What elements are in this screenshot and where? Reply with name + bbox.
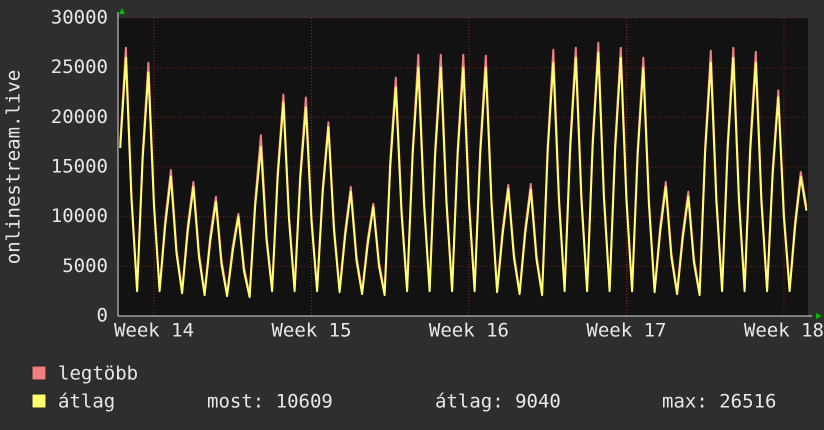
x-tick-label: Week 16 — [429, 320, 509, 342]
legend-swatch — [31, 393, 47, 409]
y-tick-label: 20000 — [51, 106, 108, 128]
y-tick-label: 15000 — [51, 156, 108, 178]
x-tick-label: Week 14 — [114, 320, 194, 342]
legend-label: átlag — [58, 391, 115, 413]
y-arrow — [119, 8, 125, 14]
stat: átlag: 9040 — [435, 391, 561, 413]
legend-label: legtöbb — [58, 363, 138, 385]
y-tick-label: 25000 — [51, 56, 108, 78]
y-tick-label: 10000 — [51, 205, 108, 227]
y-tick-label: 30000 — [51, 7, 108, 29]
y-tick-label: 0 — [97, 305, 108, 327]
x-tick-label: Week 15 — [271, 320, 351, 342]
x-tick-label: Week 18 — [744, 320, 824, 342]
stat: max: 26516 — [662, 391, 776, 413]
x-tick-label: Week 17 — [586, 320, 666, 342]
x-arrow — [816, 313, 822, 319]
stat: most: 10609 — [207, 391, 333, 413]
legend-swatch — [31, 365, 47, 381]
y-tick-label: 5000 — [62, 255, 108, 277]
series-line — [119, 51, 808, 299]
y-axis-label: onlinestream.live — [3, 70, 25, 264]
